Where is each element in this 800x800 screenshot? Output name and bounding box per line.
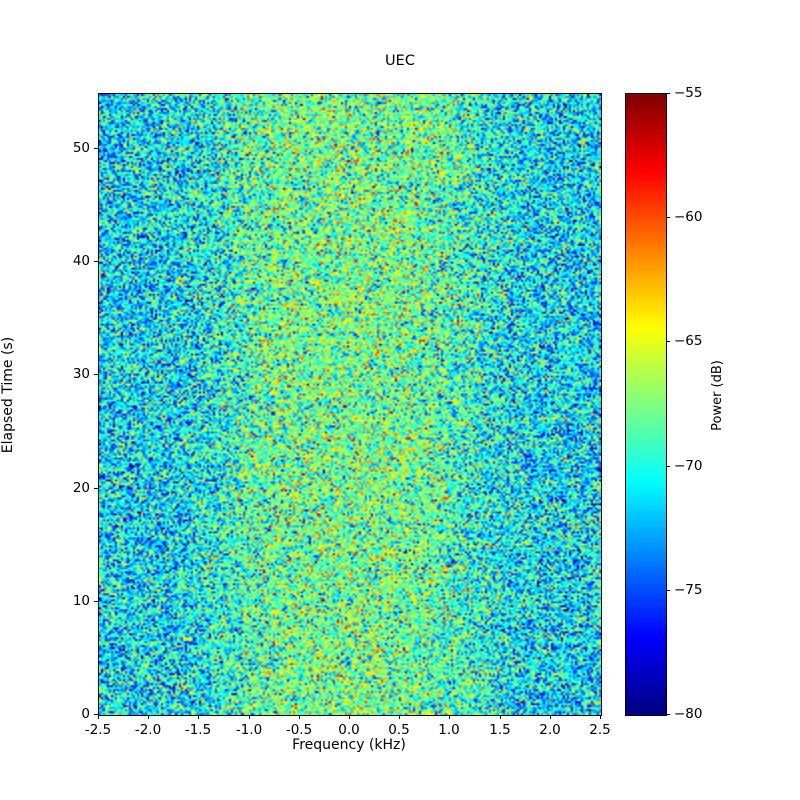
x-tick-mark [98, 715, 99, 719]
colorbar-tick-mark [666, 93, 670, 94]
y-tick-mark [94, 374, 98, 375]
colorbar-tick-label: −60 [674, 209, 703, 225]
x-tick-mark [148, 715, 149, 719]
colorbar-tick-mark [666, 590, 670, 591]
x-tick-label: -0.5 [285, 722, 313, 738]
x-tick-label: -1.0 [235, 722, 263, 738]
y-tick-label: 0 [81, 706, 90, 722]
y-tick-mark [94, 148, 98, 149]
colorbar-tick-label: −65 [674, 333, 703, 349]
x-tick-label: 0.5 [388, 722, 410, 738]
x-tick-label: 0.0 [338, 722, 360, 738]
x-tick-mark [249, 715, 250, 719]
x-tick-label: -2.0 [134, 722, 162, 738]
x-tick-label: -1.5 [184, 722, 212, 738]
y-tick-label: 30 [72, 366, 90, 382]
x-tick-mark [550, 715, 551, 719]
y-axis-label: Elapsed Time (s) [0, 336, 16, 454]
y-tick-label: 20 [72, 480, 90, 496]
colorbar-gradient [626, 94, 666, 715]
x-tick-label: 1.5 [489, 722, 511, 738]
x-tick-label: -2.5 [84, 722, 112, 738]
spectrogram-image [99, 94, 601, 715]
x-tick-mark [349, 715, 350, 719]
colorbar-tick-mark [666, 714, 670, 715]
y-tick-label: 10 [72, 593, 90, 609]
colorbar-tick-mark [666, 466, 670, 467]
x-tick-mark [449, 715, 450, 719]
y-tick-label: 40 [72, 253, 90, 269]
x-tick-mark [600, 715, 601, 719]
colorbar-tick-label: −75 [674, 582, 703, 598]
y-tick-mark [94, 488, 98, 489]
colorbar-label: Power (dB) [710, 360, 725, 431]
title-line-app: UEC [385, 53, 415, 69]
x-tick-mark [399, 715, 400, 719]
x-tick-mark [198, 715, 199, 719]
y-tick-mark [94, 261, 98, 262]
x-axis-label: Frequency (kHz) [292, 737, 406, 753]
spectrogram-plot-area [98, 93, 602, 716]
x-tick-mark [299, 715, 300, 719]
colorbar-tick-label: −80 [674, 706, 703, 722]
colorbar-tick-label: −55 [674, 85, 703, 101]
x-tick-label: 2.0 [539, 722, 561, 738]
y-tick-label: 50 [72, 140, 90, 156]
x-tick-label: 1.0 [438, 722, 460, 738]
colorbar-tick-mark [666, 341, 670, 342]
colorbar-tick-mark [666, 217, 670, 218]
colorbar [625, 93, 667, 716]
x-tick-label: 2.5 [589, 722, 611, 738]
y-tick-mark [94, 714, 98, 715]
x-tick-mark [500, 715, 501, 719]
colorbar-tick-label: −70 [674, 458, 703, 474]
y-tick-mark [94, 601, 98, 602]
